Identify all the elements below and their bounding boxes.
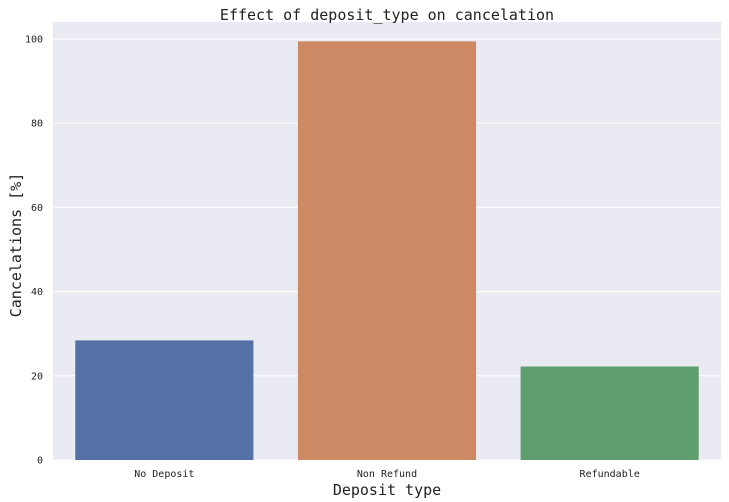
bar-no-deposit xyxy=(75,340,254,460)
y-axis-label: Cancelations [%] xyxy=(7,173,25,318)
y-tick-label: 0 xyxy=(37,456,43,467)
y-tick-label: 60 xyxy=(31,203,43,214)
bars xyxy=(75,41,699,460)
x-tick-label: Non Refund xyxy=(357,469,417,480)
y-tick-label: 40 xyxy=(31,287,43,298)
x-tick-label: No Deposit xyxy=(134,469,194,480)
y-tick-label: 80 xyxy=(31,119,43,130)
x-ticks: No Deposit Non Refund Refundable xyxy=(134,469,640,480)
chart-title: Effect of deposit_type on cancelation xyxy=(220,6,554,24)
x-tick-label: Refundable xyxy=(580,469,640,480)
y-tick-label: 20 xyxy=(31,371,43,382)
bar-non-refund xyxy=(297,41,477,460)
y-tick-label: 100 xyxy=(25,34,43,45)
x-axis-label: Deposit type xyxy=(333,481,441,499)
bar-refundable xyxy=(520,366,699,460)
y-ticks: 0 20 40 60 80 100 xyxy=(25,34,43,466)
